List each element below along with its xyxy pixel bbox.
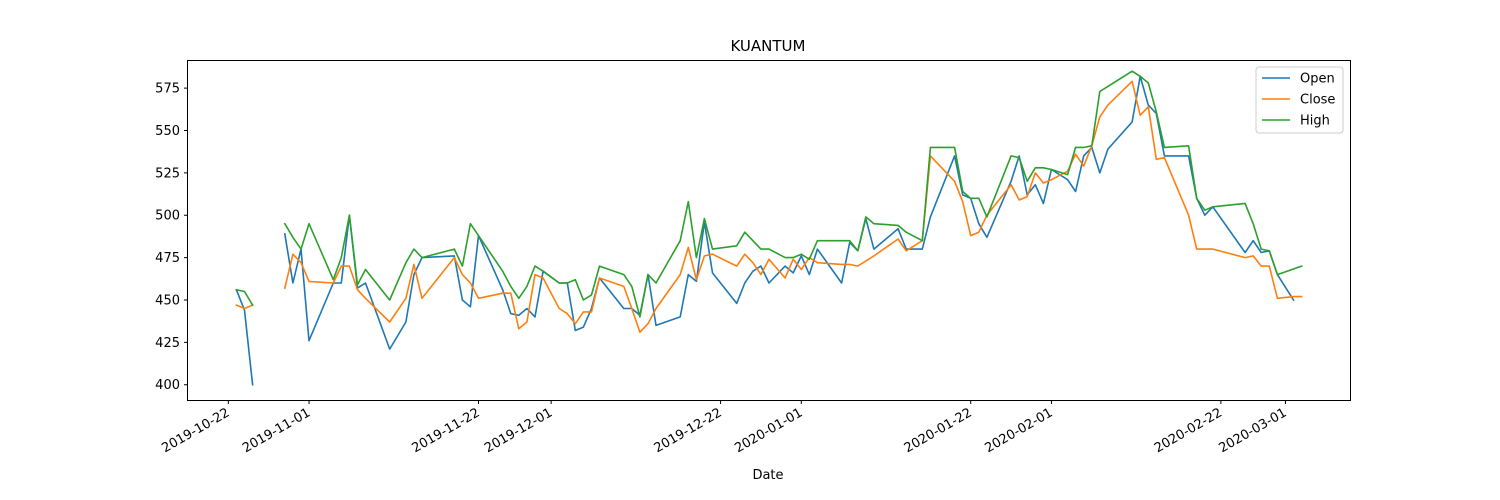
series-layer — [235, 70, 1303, 386]
series-line-open — [235, 288, 254, 386]
y-tick-label: 475 — [155, 251, 180, 266]
y-tick-label: 450 — [155, 293, 180, 308]
y-tick-label: 550 — [155, 124, 180, 139]
y-tick-label: 400 — [155, 378, 180, 393]
legend-label-close: Close — [1300, 93, 1335, 108]
legend: Open Close High — [1255, 66, 1344, 134]
legend-label-high: High — [1300, 114, 1330, 129]
series-high — [235, 70, 1303, 318]
legend-label-open: Open — [1300, 72, 1335, 87]
series-line-high — [235, 288, 254, 307]
series-close — [235, 80, 1303, 334]
series-line-close — [283, 80, 1303, 334]
x-axis-label: Date — [752, 468, 783, 483]
y-tick-label: 575 — [155, 82, 180, 97]
legend-box — [1255, 66, 1344, 134]
series-line-close — [235, 304, 254, 310]
y-tick-label: 425 — [155, 336, 180, 351]
y-tick-label: 525 — [155, 166, 180, 181]
y-tick-label: 500 — [155, 209, 180, 224]
series-line-high — [283, 70, 1303, 318]
chart-title: KUANTUM — [731, 37, 806, 55]
y-axis: 400 425 450 475 500 525 550 575 — [155, 82, 188, 393]
plot-frame — [187, 60, 1351, 401]
